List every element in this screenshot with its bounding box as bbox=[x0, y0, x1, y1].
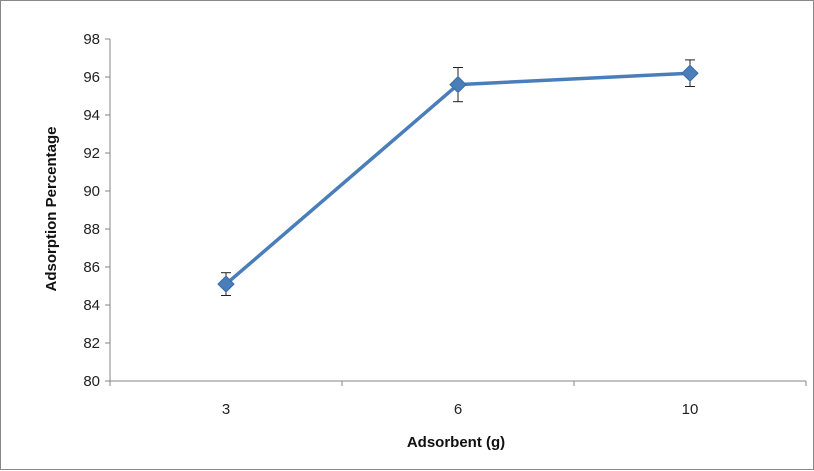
y-tick-label: 96 bbox=[83, 69, 100, 86]
series-line bbox=[224, 71, 691, 286]
y-tick-label: 88 bbox=[83, 221, 100, 238]
y-tick-label: 98 bbox=[83, 31, 100, 48]
y-tick-label: 94 bbox=[83, 107, 100, 124]
y-tick-label: 86 bbox=[83, 259, 100, 276]
x-tick-label: 6 bbox=[454, 401, 462, 418]
y-axis-title: Adsorption Percentage bbox=[43, 126, 60, 291]
data-point-marker bbox=[449, 75, 467, 94]
y-tick-label: 92 bbox=[83, 145, 100, 162]
y-axis: 80 82 84 86 88 90 92 94 96 98 bbox=[83, 31, 111, 390]
y-tick-label: 90 bbox=[83, 183, 100, 200]
data-point-marker bbox=[217, 275, 235, 293]
x-axis-title: Adsorbent (g) bbox=[407, 434, 505, 451]
y-tick-label: 82 bbox=[83, 335, 100, 352]
y-tick-label: 84 bbox=[83, 297, 100, 314]
data-point-marker bbox=[681, 64, 699, 82]
x-axis: 3 6 10 bbox=[109, 380, 807, 418]
series bbox=[217, 59, 699, 296]
x-tick-label: 10 bbox=[682, 401, 699, 418]
x-tick-label: 3 bbox=[222, 401, 230, 418]
y-tick-label: 80 bbox=[83, 373, 100, 390]
